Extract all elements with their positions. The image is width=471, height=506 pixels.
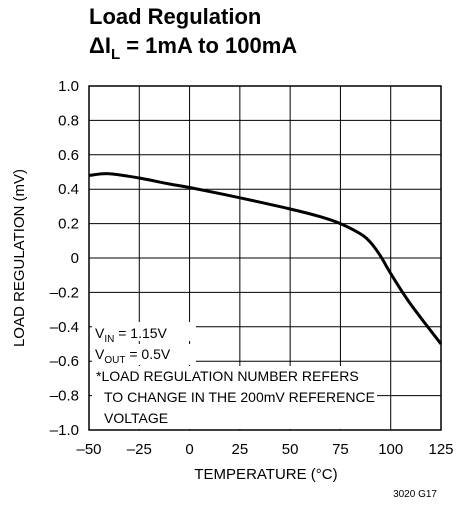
title-delta-i: ΔI	[89, 33, 111, 58]
note-line-2: TO CHANGE IN THE 200mV REFERENCE	[104, 389, 375, 405]
y-tick-label: 0.8	[58, 112, 79, 129]
figure-code: 3020 G17	[393, 489, 437, 500]
x-tick-label: 25	[232, 441, 249, 458]
vin-label-bg	[92, 322, 196, 341]
x-tick-label: 100	[378, 441, 403, 458]
data-series	[88, 172, 443, 345]
title-subscript-l: L	[111, 46, 120, 63]
x-tick-label: 75	[332, 441, 349, 458]
annotation-backgrounds	[92, 322, 377, 429]
vin-value: = 1.15V	[114, 325, 167, 341]
y-tick-label: 0.4	[58, 181, 79, 198]
vin-annotation: VIN = 1.15V	[95, 325, 168, 345]
y-tick-label: 1.0	[58, 78, 79, 95]
y-tick-label: 0.2	[58, 216, 79, 233]
y-tick-labels: 1.0 0.8 0.6 0.4 0.2 0 –0.2 –0.4 –0.6 –0.8 –1.0	[50, 78, 79, 439]
vout-label-bg	[92, 344, 196, 365]
x-tick-label: –25	[127, 441, 152, 458]
y-tick-label: –0.4	[50, 319, 79, 336]
y-axis-label: LOAD REGULATION (mV)	[11, 169, 28, 347]
chart-title-line1: Load Regulation	[89, 4, 261, 29]
title-range: = 1mA to 100mA	[120, 33, 297, 58]
x-axis-label: TEMPERATURE (°C)	[194, 466, 337, 483]
plot-frame	[88, 85, 442, 431]
y-tick-label: 0.6	[58, 147, 79, 164]
grid-lines	[89, 86, 441, 430]
y-tick-label: –0.2	[50, 284, 79, 301]
y-tick-label: –1.0	[50, 422, 79, 439]
y-tick-label: –0.8	[50, 388, 79, 405]
x-tick-label: 50	[282, 441, 299, 458]
note-bg	[92, 366, 377, 429]
vout-annotation: VOUT = 0.5V	[95, 346, 171, 366]
note-line-1: *LOAD REGULATION NUMBER REFERS	[96, 368, 359, 384]
vout-sub: OUT	[104, 355, 125, 366]
note-line-3: VOLTAGE	[104, 410, 168, 426]
vin-sub: IN	[104, 334, 114, 345]
y-tick-label: 0	[71, 250, 79, 267]
x-tick-labels: –50 –25 0 25 50 75 100 125	[76, 441, 453, 458]
vout-v: V	[95, 346, 105, 362]
chart-title-line2: ΔIL = 1mA to 100mA	[89, 33, 297, 63]
y-tick-label: –0.6	[50, 353, 79, 370]
x-tick-label: 0	[185, 441, 193, 458]
x-tick-label: 125	[428, 441, 453, 458]
vin-v: V	[95, 325, 105, 341]
vout-value: = 0.5V	[125, 346, 170, 362]
load-regulation-curve	[88, 172, 443, 345]
x-tick-label: –50	[76, 441, 101, 458]
